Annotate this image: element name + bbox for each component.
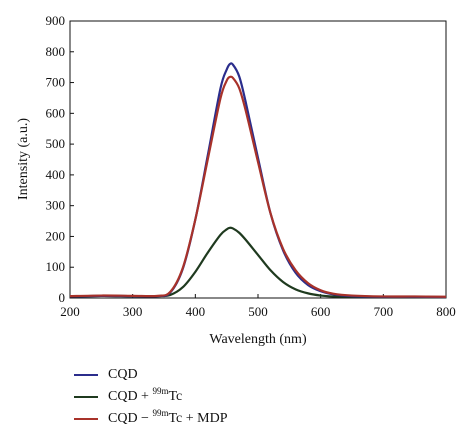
legend-label-cqd-tc-mdp-isotope: 99m — [152, 408, 169, 418]
y-tick-label: 100 — [46, 259, 66, 274]
legend-label-cqd-tc-mdp-prefix: CQD − — [108, 411, 153, 426]
legend-item-cqd-tc-mdp: CQD − 99mTc + MDP — [74, 408, 454, 430]
x-axis-title: Wavelength (nm) — [209, 332, 307, 347]
x-tick-label: 600 — [311, 304, 331, 319]
y-axis-title: Intensity (a.u.) — [16, 118, 31, 200]
legend-swatch-cqd — [74, 374, 98, 376]
series-line-cqd-tc — [69, 226, 447, 299]
legend-label-cqd-tc-isotope: 99m — [152, 386, 169, 396]
legend-label-cqd-tc-prefix: CQD + — [108, 389, 153, 404]
y-tick-label: 800 — [46, 44, 66, 59]
spectrum-chart: 0 100 200 300 400 500 600 700 800 900 200 300 400 50… — [16, 13, 456, 347]
y-axis: 0 100 200 300 400 500 600 700 800 900 — [46, 13, 74, 305]
legend-item-cqd: CQD — [74, 364, 454, 386]
legend-label-cqd-tc-mdp-suffix: Tc + MDP — [168, 411, 228, 426]
x-tick-label: 400 — [186, 304, 206, 319]
legend-label-cqd-tc: CQD + 99mTc — [108, 386, 182, 408]
legend-label-cqd: CQD — [108, 367, 138, 382]
legend-label-cqd-tc-suffix: Tc — [168, 389, 183, 404]
y-tick-label: 700 — [46, 75, 66, 90]
series-line-cqd-tc-mdp — [69, 75, 447, 298]
y-tick-label: 500 — [46, 136, 66, 151]
series-layer — [69, 62, 447, 299]
y-tick-label: 900 — [46, 13, 66, 28]
legend-item-cqd-tc: CQD + 99mTc — [74, 386, 454, 408]
y-tick-label: 300 — [46, 198, 66, 213]
y-tick-label: 0 — [59, 290, 66, 305]
x-axis: 200 300 400 500 600 700 800 — [60, 294, 456, 319]
x-tick-label: 200 — [60, 304, 80, 319]
series-line-cqd — [69, 62, 447, 299]
y-tick-label: 400 — [46, 167, 66, 182]
legend-swatch-cqd-tc-mdp — [74, 418, 98, 420]
legend-swatch-cqd-tc — [74, 396, 98, 398]
legend-label-cqd-tc-mdp: CQD − 99mTc + MDP — [108, 408, 228, 430]
x-tick-label: 300 — [123, 304, 143, 319]
x-tick-label: 800 — [436, 304, 456, 319]
x-tick-label: 500 — [248, 304, 268, 319]
y-tick-label: 200 — [46, 228, 66, 243]
x-tick-label: 700 — [374, 304, 394, 319]
y-tick-label: 600 — [46, 105, 66, 120]
legend: CQD CQD + 99mTc CQD − 99mTc + MDP — [74, 364, 454, 430]
